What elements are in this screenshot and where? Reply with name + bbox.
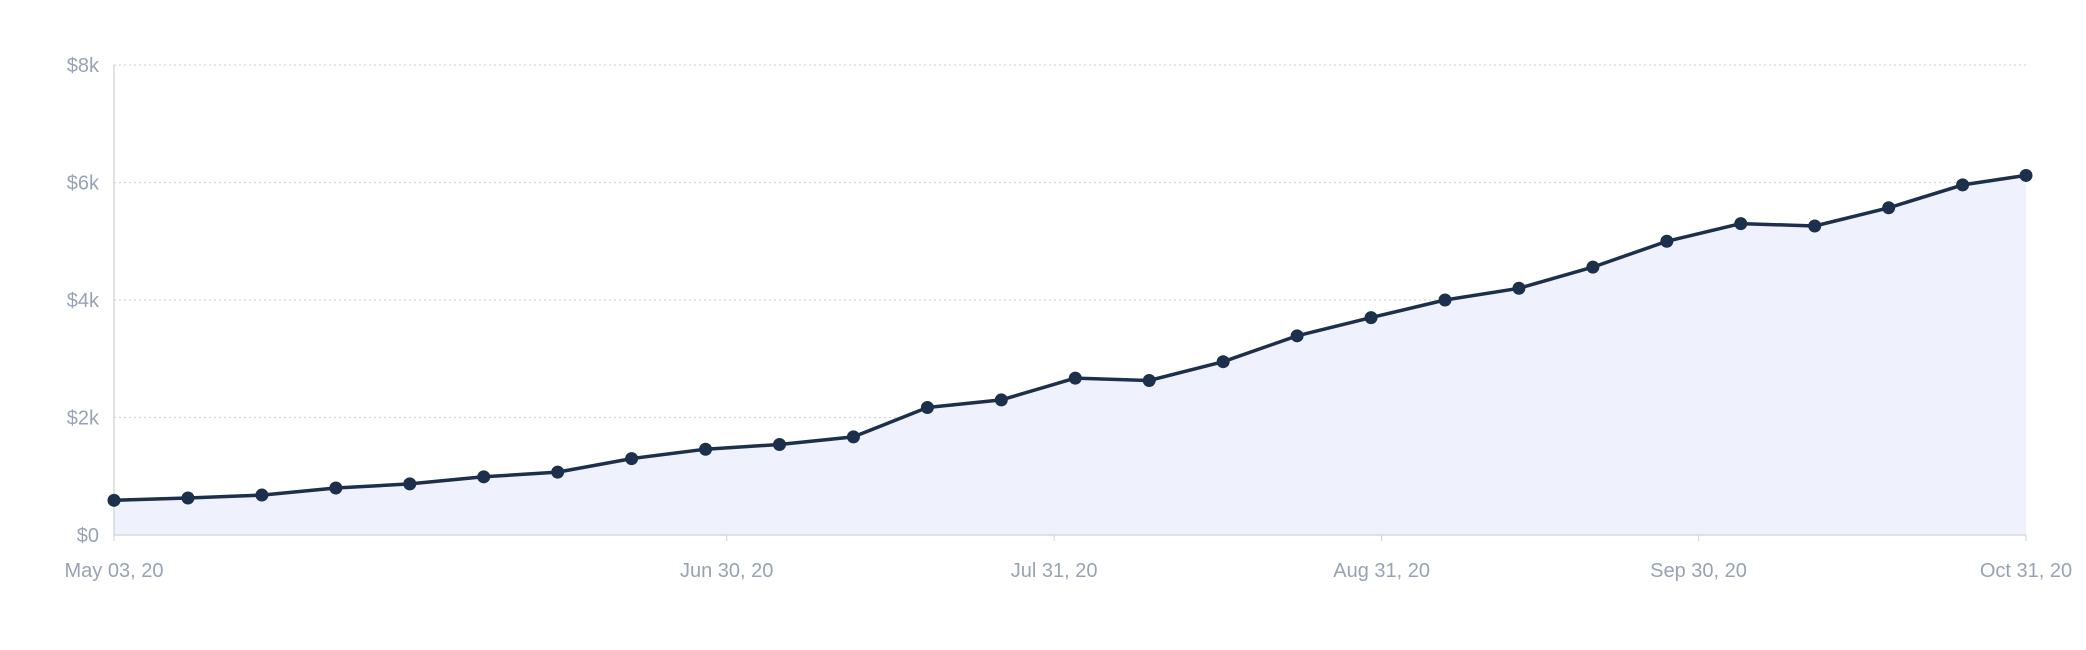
x-tick-label: Oct 31, 20 (1980, 560, 2072, 582)
data-point-5[interactable] (477, 470, 491, 484)
data-point-0[interactable] (107, 493, 121, 507)
data-point-16[interactable] (1290, 329, 1304, 343)
data-point-19[interactable] (1512, 281, 1526, 295)
data-point-6[interactable] (551, 465, 565, 479)
data-points (107, 168, 2033, 507)
area-fill (114, 175, 2026, 535)
y-tick-label: $6k (67, 173, 100, 195)
data-point-2[interactable] (255, 488, 269, 502)
data-point-22[interactable] (1734, 217, 1748, 231)
data-point-7[interactable] (625, 452, 639, 466)
data-point-4[interactable] (403, 477, 417, 491)
y-tick-label: $2k (67, 408, 100, 430)
y-tick-label: $0 (77, 525, 99, 547)
x-tick-label: Sep 30, 20 (1650, 560, 1747, 582)
data-point-25[interactable] (1956, 178, 1970, 192)
data-point-24[interactable] (1882, 201, 1896, 215)
data-point-20[interactable] (1586, 260, 1600, 274)
data-point-21[interactable] (1660, 234, 1674, 248)
data-point-12[interactable] (994, 393, 1008, 407)
data-point-26[interactable] (2019, 168, 2033, 182)
data-point-23[interactable] (1808, 219, 1822, 233)
x-tick-label: Aug 31, 20 (1333, 560, 1430, 582)
x-axis-ticks: May 03, 20 Jun 30, 20 Jul 31, 20 Aug 31, 20… (65, 535, 2072, 582)
data-point-9[interactable] (773, 438, 787, 452)
data-point-18[interactable] (1438, 293, 1452, 307)
y-tick-label: $8k (67, 55, 100, 77)
y-axis-ticks: $0 $2k $4k $6k $8k (67, 55, 100, 547)
x-tick-label: Jul 31, 20 (1011, 560, 1098, 582)
data-point-1[interactable] (181, 491, 195, 505)
x-tick-label: Jun 30, 20 (680, 560, 773, 582)
data-point-11[interactable] (920, 401, 934, 415)
data-point-14[interactable] (1142, 373, 1156, 387)
data-point-3[interactable] (329, 481, 343, 495)
y-tick-label: $4k (67, 290, 100, 312)
data-point-10[interactable] (846, 430, 860, 444)
data-point-13[interactable] (1068, 371, 1082, 385)
data-point-17[interactable] (1364, 311, 1378, 325)
x-tick-label: May 03, 20 (65, 560, 164, 582)
data-point-8[interactable] (699, 442, 713, 456)
data-point-15[interactable] (1216, 355, 1230, 369)
